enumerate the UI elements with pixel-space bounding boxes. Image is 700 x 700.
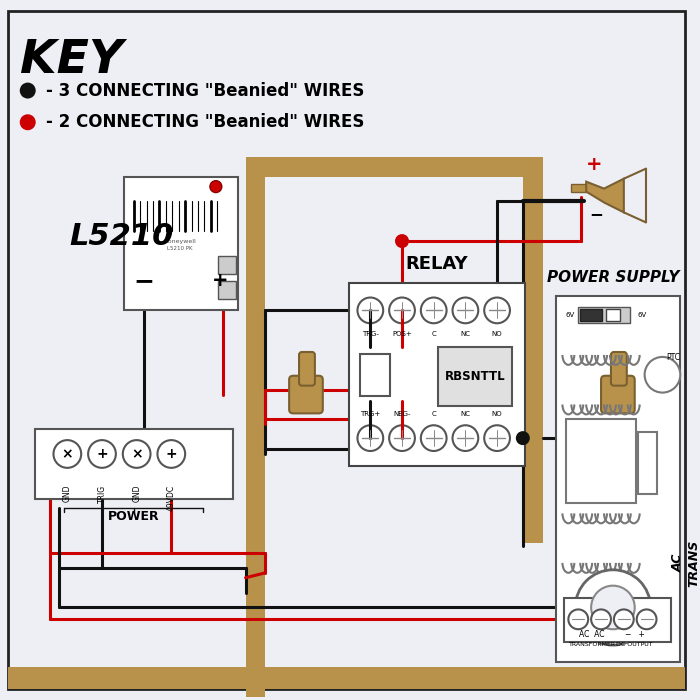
Bar (580, 309, 602, 321)
Bar (35, 429, 232, 498)
Text: DC OUTPUT: DC OUTPUT (617, 642, 653, 647)
Text: C: C (431, 331, 436, 337)
Bar (606, 309, 620, 321)
Text: RBSNTTL: RBSNTTL (445, 370, 505, 383)
Circle shape (158, 440, 186, 468)
Bar (349, 283, 525, 466)
Bar (438, 347, 512, 407)
Text: AC
TRANS: AC TRANS (672, 539, 700, 587)
Text: +: + (586, 155, 603, 174)
Text: +: + (165, 447, 177, 461)
Text: TRANSFORMER: TRANSFORMER (568, 642, 616, 647)
Circle shape (575, 570, 650, 645)
Circle shape (396, 235, 408, 247)
Polygon shape (586, 178, 624, 212)
Circle shape (389, 426, 415, 451)
Circle shape (358, 426, 383, 451)
Circle shape (21, 116, 35, 130)
Bar (638, 432, 657, 493)
FancyBboxPatch shape (289, 376, 323, 414)
Circle shape (517, 432, 528, 444)
Circle shape (484, 426, 510, 451)
Circle shape (637, 610, 657, 629)
Text: NO: NO (492, 412, 503, 417)
Circle shape (452, 298, 478, 323)
Text: TRIG: TRIG (97, 484, 106, 503)
Circle shape (421, 426, 447, 451)
Text: AC  AC: AC AC (580, 630, 605, 638)
Text: −   +: − + (625, 630, 645, 638)
Circle shape (568, 610, 588, 629)
Circle shape (591, 610, 611, 629)
Text: 6V: 6V (566, 312, 575, 318)
Bar (8, 667, 685, 689)
Bar (246, 157, 542, 176)
Circle shape (591, 586, 635, 629)
Bar (218, 281, 236, 298)
Bar (124, 176, 237, 310)
Text: GND: GND (132, 484, 141, 502)
Text: POS+: POS+ (392, 331, 412, 337)
Text: −: − (133, 269, 154, 293)
Text: - 2 CONNECTING "Beanied" WIRES: - 2 CONNECTING "Beanied" WIRES (46, 113, 364, 132)
Text: NEG-: NEG- (393, 412, 411, 417)
Bar (246, 157, 265, 696)
Text: L5210 PK: L5210 PK (167, 246, 193, 251)
Text: - 3 CONNECTING "Beanied" WIRES: - 3 CONNECTING "Beanied" WIRES (46, 82, 364, 99)
Bar (218, 256, 236, 274)
Text: GND: GND (63, 484, 72, 502)
Circle shape (614, 610, 634, 629)
Bar (571, 183, 589, 192)
Text: 6V: 6V (637, 312, 646, 318)
Circle shape (358, 298, 383, 323)
Text: 49VDC: 49VDC (167, 484, 176, 511)
Bar (566, 419, 636, 503)
Text: TRG-: TRG- (362, 331, 379, 337)
Circle shape (389, 298, 415, 323)
Circle shape (21, 83, 35, 97)
Circle shape (452, 426, 478, 451)
Bar (564, 598, 671, 642)
Circle shape (421, 298, 447, 323)
Text: ×: × (62, 447, 73, 461)
Text: +: + (211, 271, 228, 290)
Circle shape (88, 440, 116, 468)
Bar (523, 157, 542, 543)
Text: NC: NC (461, 412, 470, 417)
Text: RELAY: RELAY (405, 255, 468, 273)
Text: ×: × (131, 447, 143, 461)
FancyBboxPatch shape (611, 352, 626, 386)
FancyBboxPatch shape (601, 376, 635, 414)
Text: POWER SUPPLY: POWER SUPPLY (547, 270, 679, 285)
Text: C: C (431, 412, 436, 417)
Circle shape (53, 440, 81, 468)
Circle shape (484, 298, 510, 323)
Text: POWER: POWER (108, 510, 160, 524)
Text: −: − (589, 205, 603, 223)
Text: TRG+: TRG+ (360, 412, 381, 417)
Text: +: + (96, 447, 108, 461)
Bar (360, 354, 390, 395)
FancyBboxPatch shape (299, 352, 315, 386)
Bar (556, 295, 680, 662)
Text: NO: NO (492, 331, 503, 337)
Text: Honeywell: Honeywell (164, 239, 197, 244)
Circle shape (122, 440, 150, 468)
Circle shape (210, 181, 222, 192)
Text: KEY: KEY (20, 38, 123, 83)
Text: PTC: PTC (666, 353, 680, 362)
Circle shape (645, 357, 680, 393)
Text: NC: NC (461, 331, 470, 337)
Bar (578, 307, 630, 323)
Text: L5210: L5210 (69, 222, 174, 251)
